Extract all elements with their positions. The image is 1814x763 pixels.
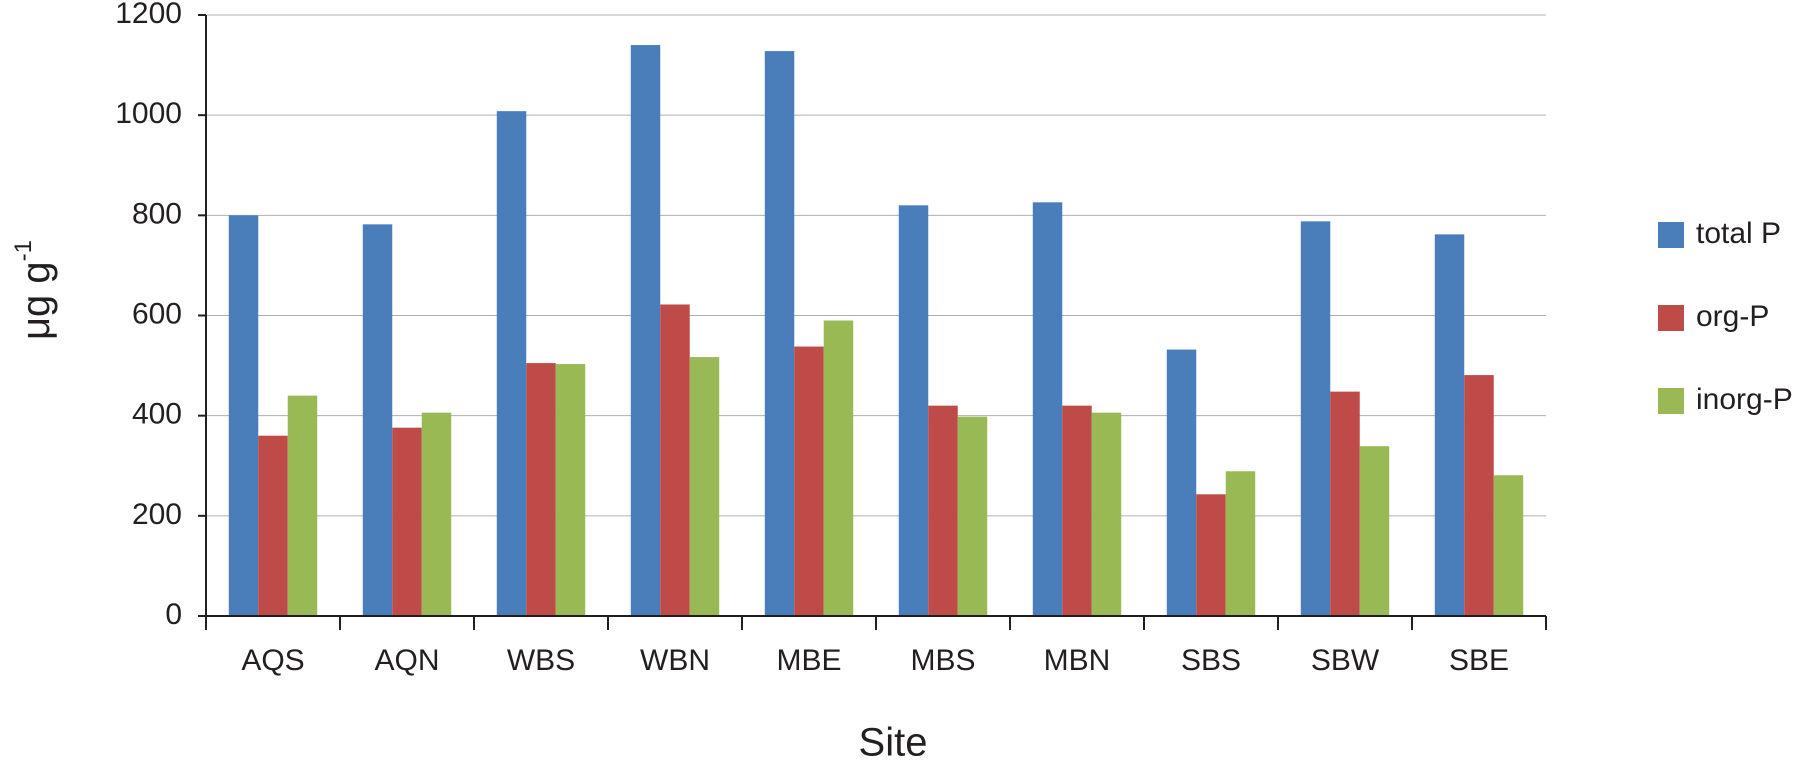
bar bbox=[1196, 494, 1226, 616]
y-tick-label: 200 bbox=[132, 498, 182, 531]
y-tick-label: 400 bbox=[132, 398, 182, 431]
bar bbox=[898, 205, 929, 617]
bar bbox=[287, 395, 318, 616]
bar bbox=[1062, 405, 1092, 616]
bar bbox=[1434, 234, 1465, 617]
x-tick-label: MBN bbox=[1044, 644, 1111, 677]
y-axis-label: μg g-1 bbox=[10, 240, 58, 340]
x-tick-label: WBS bbox=[507, 644, 575, 677]
y-tick-label: 1200 bbox=[115, 0, 182, 30]
y-tick-label: 800 bbox=[132, 197, 182, 230]
x-tick-label: SBE bbox=[1449, 644, 1509, 677]
bar bbox=[689, 357, 720, 616]
bar bbox=[1359, 446, 1390, 616]
x-tick-label: WBN bbox=[640, 644, 710, 677]
bar bbox=[1166, 349, 1197, 616]
bar bbox=[957, 416, 988, 616]
bar bbox=[823, 320, 854, 616]
y-tick-label: 600 bbox=[132, 297, 182, 330]
bar bbox=[555, 364, 586, 616]
bar bbox=[660, 304, 690, 616]
legend-swatch bbox=[1658, 388, 1684, 414]
bar bbox=[228, 215, 259, 617]
bar bbox=[764, 51, 795, 617]
x-tick-label: MBE bbox=[776, 644, 841, 677]
legend-label: inorg-P bbox=[1696, 383, 1793, 416]
bar bbox=[1091, 412, 1122, 616]
y-tick-label: 1000 bbox=[115, 97, 182, 130]
x-tick-label: MBS bbox=[910, 644, 975, 677]
x-axis-label: Site bbox=[859, 721, 928, 763]
legend-label: total P bbox=[1696, 217, 1781, 250]
x-tick-label: AQN bbox=[374, 644, 439, 677]
bar bbox=[496, 111, 527, 616]
bar bbox=[1464, 375, 1494, 616]
bar bbox=[794, 346, 824, 616]
bar bbox=[630, 45, 661, 617]
y-tick-label: 0 bbox=[165, 598, 182, 631]
legend-swatch bbox=[1658, 222, 1684, 248]
bar bbox=[362, 224, 393, 616]
bar bbox=[258, 435, 288, 616]
legend-swatch bbox=[1658, 305, 1684, 331]
bar bbox=[1300, 221, 1331, 617]
bar bbox=[928, 405, 958, 616]
bar bbox=[392, 427, 422, 616]
bar bbox=[526, 363, 556, 616]
y-axis-label-superscript: -1 bbox=[10, 240, 37, 261]
legend-label: org-P bbox=[1696, 300, 1769, 333]
x-tick-label: SBW bbox=[1311, 644, 1380, 677]
bar bbox=[1330, 391, 1360, 616]
bar bbox=[1225, 471, 1256, 616]
bar bbox=[421, 412, 452, 616]
bar bbox=[1032, 202, 1063, 617]
x-tick-label: AQS bbox=[241, 644, 304, 677]
y-axis-label-main: μg g bbox=[14, 261, 58, 340]
x-tick-label: SBS bbox=[1181, 644, 1241, 677]
bar bbox=[1493, 475, 1524, 616]
